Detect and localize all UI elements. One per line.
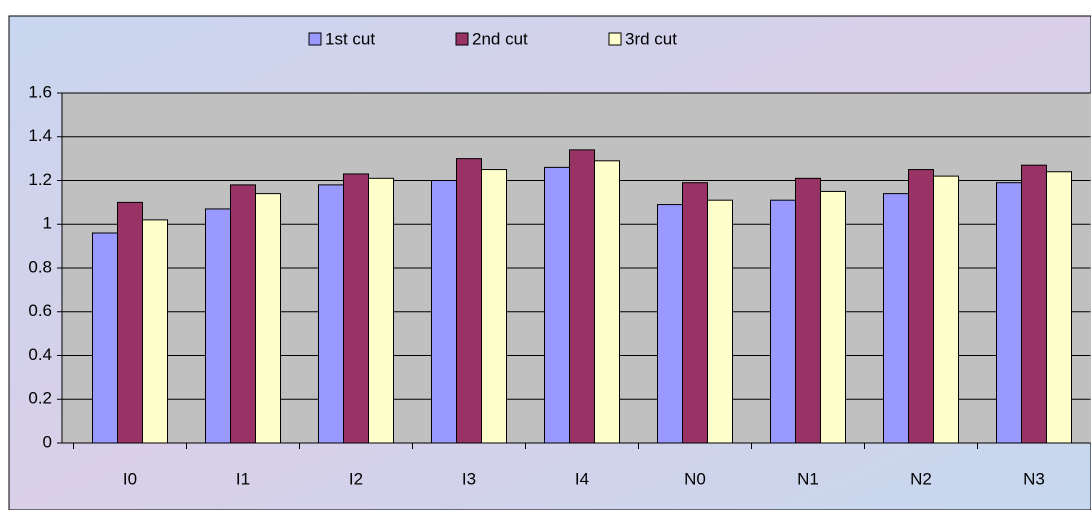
legend-swatch (455, 32, 469, 46)
bar (569, 149, 595, 444)
bar (318, 184, 344, 444)
x-tick-label: I1 (236, 469, 250, 488)
bar (431, 180, 457, 444)
y-tick-label: 0.6 (28, 301, 52, 320)
legend-label: 3rd cut (625, 29, 677, 48)
bar (456, 158, 482, 444)
x-tick-label: N2 (910, 469, 932, 488)
bar (795, 177, 821, 444)
legend-swatch (308, 32, 322, 46)
bar (594, 160, 620, 444)
x-tick-label: N1 (797, 469, 819, 488)
bar (481, 169, 507, 444)
bar (657, 204, 683, 444)
bar (707, 199, 733, 444)
y-tick-label: 1.4 (28, 126, 52, 145)
bar (255, 193, 281, 444)
bar (230, 184, 256, 444)
y-tick-label: 1 (43, 214, 52, 233)
y-tick-label: 1.2 (28, 170, 52, 189)
bar (770, 199, 796, 444)
bar (1046, 171, 1072, 444)
bar (343, 173, 369, 444)
bar (92, 232, 118, 444)
bar (368, 177, 394, 444)
bar (820, 190, 846, 444)
x-tick-label: N0 (684, 469, 706, 488)
x-tick-label: I4 (575, 469, 589, 488)
x-tick-label: I3 (462, 469, 476, 488)
bar (1021, 164, 1047, 444)
bar (544, 166, 570, 444)
y-tick-label: 0.8 (28, 257, 52, 276)
legend-label: 1st cut (325, 29, 375, 48)
bar (908, 169, 934, 444)
bar (933, 175, 959, 444)
x-tick-label: N3 (1023, 469, 1045, 488)
y-tick-label: 0.4 (28, 345, 52, 364)
legend-label: 2nd cut (472, 29, 528, 48)
y-tick-label: 0 (43, 432, 52, 451)
bar (117, 201, 143, 444)
legend-swatch (608, 32, 622, 46)
bar (142, 219, 168, 444)
bar (883, 193, 909, 444)
bar (996, 182, 1022, 444)
y-tick-label: 0.2 (28, 389, 52, 408)
x-tick-label: I0 (123, 469, 137, 488)
bar (682, 182, 708, 444)
bar (205, 208, 231, 444)
x-tick-label: I2 (349, 469, 363, 488)
y-tick-label: 1.6 (28, 82, 52, 101)
